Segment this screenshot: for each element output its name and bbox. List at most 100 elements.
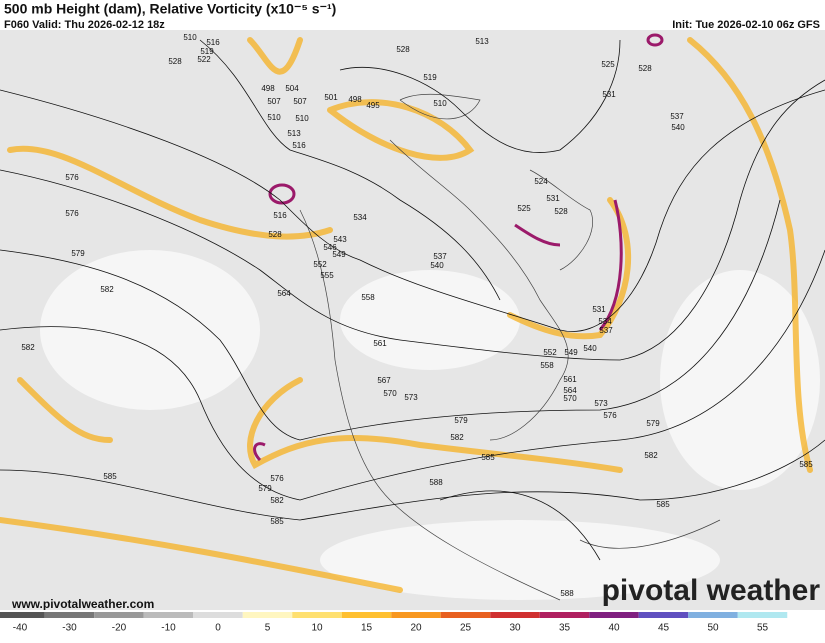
contour-label: 552 xyxy=(313,260,327,269)
contour-label: 513 xyxy=(475,37,489,46)
colorbar-segment xyxy=(242,612,293,618)
contour-label: 507 xyxy=(267,97,281,106)
contour-label: 549 xyxy=(332,250,346,259)
contour-label: 516 xyxy=(206,38,220,47)
valid-time: F060 Valid: Thu 2026-02-12 18z xyxy=(4,19,165,31)
colorbar-segment xyxy=(0,612,45,618)
contour-label: 579 xyxy=(646,419,660,428)
contour-label: 585 xyxy=(481,453,495,462)
contour-label: 519 xyxy=(200,47,214,56)
contour-label: 549 xyxy=(564,348,578,357)
contour-label: 528 xyxy=(396,45,410,54)
colorbar-label: 15 xyxy=(361,623,373,634)
contour-label: 579 xyxy=(258,484,272,493)
contour-label: 570 xyxy=(563,394,577,403)
contour-label: 564 xyxy=(563,386,577,395)
colorbar-label: 20 xyxy=(410,623,422,634)
colorbar-label: -40 xyxy=(13,623,28,634)
colorbar-segment xyxy=(193,612,243,618)
colorbar-segment xyxy=(143,612,194,618)
contour-label: 516 xyxy=(273,211,287,220)
contour-label: 540 xyxy=(583,344,597,353)
contour-label: 516 xyxy=(292,141,306,150)
colorbar-segment xyxy=(440,612,491,618)
contour-label: 528 xyxy=(168,57,182,66)
colorbar-label: 35 xyxy=(559,623,571,634)
colorbar-segment xyxy=(589,612,639,618)
contour-label: 582 xyxy=(100,285,114,294)
contour-label: 510 xyxy=(267,113,281,122)
contour-label: 561 xyxy=(373,339,387,348)
init-time: Init: Tue 2026-02-10 06z GFS xyxy=(672,19,820,31)
contour-label: 531 xyxy=(592,305,606,314)
contour-label: 507 xyxy=(293,97,307,106)
url: www.pivotalweather.com xyxy=(11,597,154,611)
contour-label: 528 xyxy=(268,230,282,239)
colorbar-label: 10 xyxy=(311,623,323,634)
contour-label: 582 xyxy=(21,343,35,352)
header-band xyxy=(0,0,825,30)
colorbar-label: -20 xyxy=(112,623,127,634)
colorbar-segment xyxy=(391,612,441,618)
colorbar-segment xyxy=(539,612,590,618)
colorbar-label: 30 xyxy=(509,623,521,634)
colorbar-label: 50 xyxy=(707,623,719,634)
contour-label: 513 xyxy=(287,129,301,138)
light-areas xyxy=(40,250,820,600)
contour-label: 579 xyxy=(454,416,468,425)
contour-label: 576 xyxy=(65,209,79,218)
contour-label: 573 xyxy=(404,393,418,402)
contour-label: 498 xyxy=(348,95,362,104)
contour-label: 570 xyxy=(383,389,397,398)
contour-label: 561 xyxy=(563,375,577,384)
contour-label: 528 xyxy=(554,207,568,216)
contour-label: 585 xyxy=(103,472,117,481)
contour-label: 558 xyxy=(540,361,554,370)
title: 500 mb Height (dam), Relative Vorticity … xyxy=(4,1,336,17)
colorbar-segment xyxy=(737,612,788,618)
contour-label: 582 xyxy=(450,433,464,442)
contour-label: 546 xyxy=(323,243,337,252)
colorbar-label: 55 xyxy=(757,623,769,634)
contour-label: 510 xyxy=(295,114,309,123)
contour-label: 501 xyxy=(324,93,338,102)
contour-label: 543 xyxy=(333,235,347,244)
contour-label: 552 xyxy=(543,348,557,357)
contour-label: 585 xyxy=(270,517,284,526)
contour-label: 540 xyxy=(671,123,685,132)
contour-label: 537 xyxy=(670,112,684,121)
colorbar-segment xyxy=(44,612,95,618)
colorbar-segment xyxy=(490,612,540,618)
contour-label: 588 xyxy=(429,478,443,487)
contour-label: 537 xyxy=(599,326,613,335)
colorbar-segment xyxy=(638,612,689,618)
contour-label: 537 xyxy=(433,252,447,261)
contour-label: 504 xyxy=(285,84,299,93)
contour-label: 573 xyxy=(594,399,608,408)
colorbar-label: 25 xyxy=(460,623,472,634)
contour-label: 558 xyxy=(361,293,375,302)
contour-label: 519 xyxy=(423,73,437,82)
colorbar-label: -10 xyxy=(161,623,176,634)
contour-label: 579 xyxy=(71,249,85,258)
contour-label: 528 xyxy=(638,64,652,73)
contour-label: 540 xyxy=(430,261,444,270)
contour-label: 510 xyxy=(183,33,197,42)
colorbar-segment xyxy=(688,612,738,618)
contour-label: 588 xyxy=(560,589,574,598)
contour-label: 531 xyxy=(546,194,560,203)
contour-label: 582 xyxy=(644,451,658,460)
contour-label: 576 xyxy=(270,474,284,483)
colorbar-label: 5 xyxy=(265,623,271,634)
colorbar-label: 0 xyxy=(215,623,221,634)
brand: pivotal weather xyxy=(602,574,821,607)
contour-label: 510 xyxy=(433,99,447,108)
colorbar-segment xyxy=(341,612,392,618)
contour-label: 525 xyxy=(517,204,531,213)
contour-label: 525 xyxy=(601,60,615,69)
contour-label: 585 xyxy=(656,500,670,509)
colorbar: -40 -30 -20 -10 0 5 10 15 20 25 30 35 40 45 50 55 xyxy=(0,612,788,634)
contour-label: 495 xyxy=(366,101,380,110)
height-contours xyxy=(0,39,825,561)
